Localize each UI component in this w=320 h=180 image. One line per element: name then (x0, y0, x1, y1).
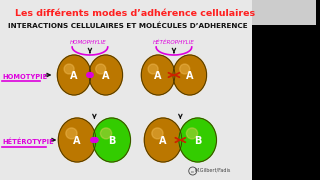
Text: A: A (70, 71, 78, 81)
Text: A: A (159, 136, 167, 146)
Circle shape (93, 138, 97, 142)
Text: A: A (102, 71, 109, 81)
Ellipse shape (180, 64, 190, 74)
FancyBboxPatch shape (0, 0, 252, 180)
Ellipse shape (96, 64, 106, 74)
Circle shape (92, 138, 97, 142)
Text: M.Gilbert/Fadis: M.Gilbert/Fadis (194, 168, 231, 173)
Text: HOMOTYPIE: HOMOTYPIE (2, 74, 47, 80)
Ellipse shape (141, 55, 175, 95)
Circle shape (89, 73, 93, 77)
Ellipse shape (93, 118, 131, 162)
Circle shape (94, 138, 98, 142)
Ellipse shape (179, 118, 216, 162)
Ellipse shape (144, 118, 182, 162)
Text: INTERACTIONS CELLULAIRES ET MOLÉCULES D’ADHERE​NCE: INTERACTIONS CELLULAIRES ET MOLÉCULES D’… (8, 22, 248, 28)
Circle shape (88, 73, 92, 77)
Ellipse shape (57, 55, 91, 95)
Text: Les différents modes d’adhérence cellulaires: Les différents modes d’adhérence cellula… (15, 9, 255, 18)
Circle shape (88, 73, 92, 77)
Text: HÉTÉROTYPIE: HÉTÉROTYPIE (2, 139, 54, 145)
Circle shape (87, 73, 92, 77)
Circle shape (87, 73, 91, 77)
Circle shape (91, 138, 95, 142)
Ellipse shape (173, 55, 206, 95)
Text: B: B (108, 136, 116, 146)
Ellipse shape (148, 64, 158, 74)
Circle shape (92, 138, 96, 142)
Text: A: A (73, 136, 81, 146)
Ellipse shape (66, 128, 77, 139)
Text: cc: cc (191, 170, 195, 174)
FancyBboxPatch shape (252, 0, 316, 25)
Ellipse shape (58, 118, 96, 162)
Text: HÉTÉROPHYLIE: HÉTÉROPHYLIE (153, 40, 195, 45)
Ellipse shape (100, 128, 112, 139)
Text: A: A (154, 71, 162, 81)
Ellipse shape (64, 64, 74, 74)
FancyBboxPatch shape (252, 0, 316, 180)
Text: HOMOPHYLIE: HOMOPHYLIE (69, 40, 106, 45)
Ellipse shape (152, 128, 163, 139)
Ellipse shape (186, 128, 198, 139)
Text: A: A (186, 71, 194, 81)
Ellipse shape (89, 55, 123, 95)
Text: B: B (194, 136, 201, 146)
